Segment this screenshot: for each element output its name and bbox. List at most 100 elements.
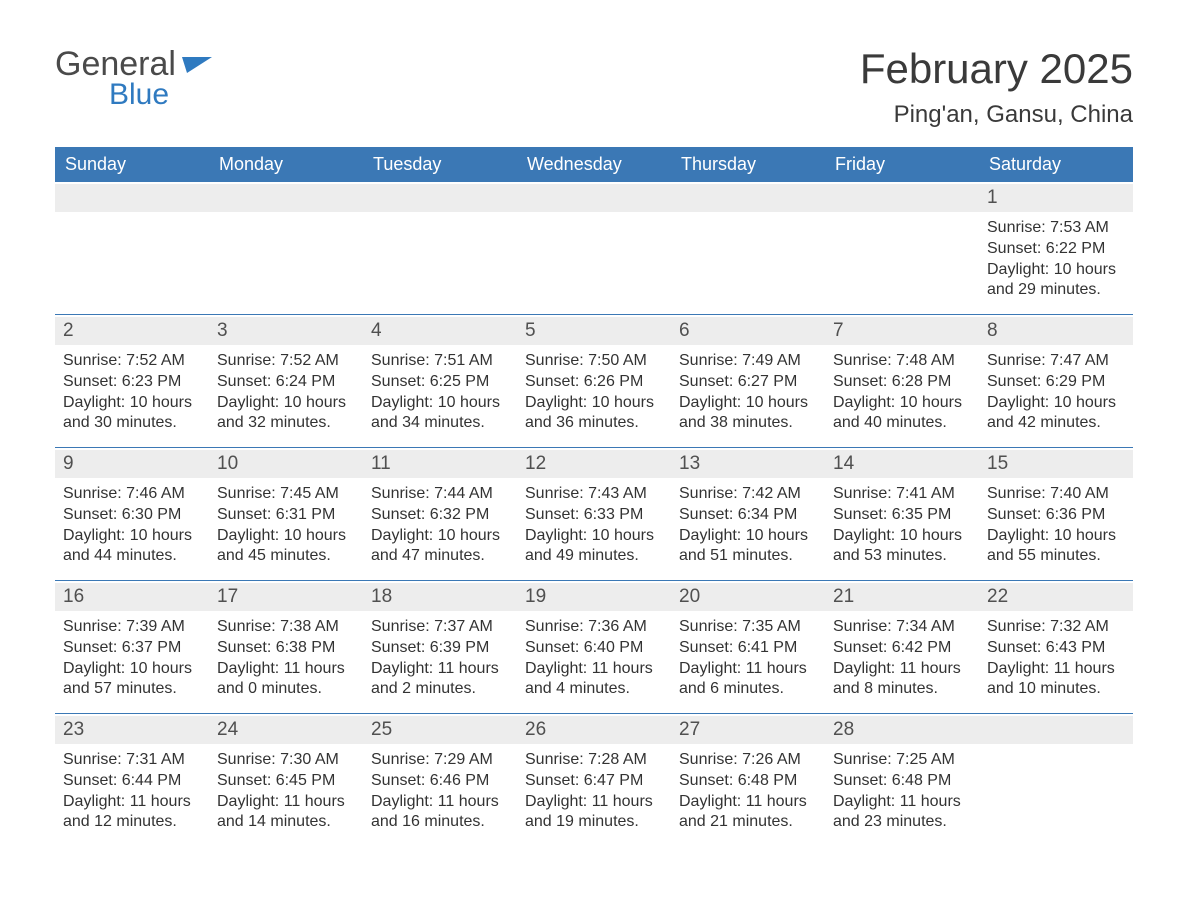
sunrise-text: Sunrise: 7:25 AM [833, 750, 971, 771]
day-number [979, 716, 1133, 744]
day-details [363, 212, 517, 228]
sunrise-text: Sunrise: 7:31 AM [63, 750, 201, 771]
calendar-week: 23Sunrise: 7:31 AMSunset: 6:44 PMDayligh… [55, 714, 1133, 846]
day-number: 10 [209, 450, 363, 478]
day-details: Sunrise: 7:36 AMSunset: 6:40 PMDaylight:… [517, 611, 671, 710]
calendar-day: 17Sunrise: 7:38 AMSunset: 6:38 PMDayligh… [209, 583, 363, 713]
day-details: Sunrise: 7:37 AMSunset: 6:39 PMDaylight:… [363, 611, 517, 710]
sunrise-text: Sunrise: 7:36 AM [525, 617, 663, 638]
day-number: 23 [55, 716, 209, 744]
calendar-day: 3Sunrise: 7:52 AMSunset: 6:24 PMDaylight… [209, 317, 363, 447]
daylight-text: Daylight: 11 hours and 21 minutes. [679, 792, 817, 834]
logo-flag-icon [182, 55, 212, 80]
day-number: 26 [517, 716, 671, 744]
sunrise-text: Sunrise: 7:40 AM [987, 484, 1125, 505]
sunrise-text: Sunrise: 7:34 AM [833, 617, 971, 638]
daylight-text: Daylight: 10 hours and 45 minutes. [217, 526, 355, 568]
daylight-text: Daylight: 10 hours and 49 minutes. [525, 526, 663, 568]
sunset-text: Sunset: 6:26 PM [525, 372, 663, 393]
sunrise-text: Sunrise: 7:52 AM [217, 351, 355, 372]
weekday-header: Tuesday [363, 147, 517, 182]
sunset-text: Sunset: 6:29 PM [987, 372, 1125, 393]
sunrise-text: Sunrise: 7:38 AM [217, 617, 355, 638]
calendar-day: 22Sunrise: 7:32 AMSunset: 6:43 PMDayligh… [979, 583, 1133, 713]
calendar-day [825, 184, 979, 314]
day-details: Sunrise: 7:49 AMSunset: 6:27 PMDaylight:… [671, 345, 825, 444]
calendar-day: 27Sunrise: 7:26 AMSunset: 6:48 PMDayligh… [671, 716, 825, 846]
weekday-header: Thursday [671, 147, 825, 182]
daylight-text: Daylight: 10 hours and 42 minutes. [987, 393, 1125, 435]
daylight-text: Daylight: 10 hours and 36 minutes. [525, 393, 663, 435]
day-number: 7 [825, 317, 979, 345]
calendar-week: 2Sunrise: 7:52 AMSunset: 6:23 PMDaylight… [55, 315, 1133, 448]
daylight-text: Daylight: 10 hours and 57 minutes. [63, 659, 201, 701]
sunset-text: Sunset: 6:43 PM [987, 638, 1125, 659]
day-details [979, 744, 1133, 760]
day-details: Sunrise: 7:53 AMSunset: 6:22 PMDaylight:… [979, 212, 1133, 311]
calendar-day: 4Sunrise: 7:51 AMSunset: 6:25 PMDaylight… [363, 317, 517, 447]
sunset-text: Sunset: 6:22 PM [987, 239, 1125, 260]
weekday-header-row: SundayMondayTuesdayWednesdayThursdayFrid… [55, 147, 1133, 182]
calendar-day: 7Sunrise: 7:48 AMSunset: 6:28 PMDaylight… [825, 317, 979, 447]
day-number: 1 [979, 184, 1133, 212]
calendar-day [55, 184, 209, 314]
location-text: Ping'an, Gansu, China [860, 101, 1133, 129]
calendar-day: 10Sunrise: 7:45 AMSunset: 6:31 PMDayligh… [209, 450, 363, 580]
day-number: 6 [671, 317, 825, 345]
sunrise-text: Sunrise: 7:39 AM [63, 617, 201, 638]
sunset-text: Sunset: 6:42 PM [833, 638, 971, 659]
weekday-header: Saturday [979, 147, 1133, 182]
daylight-text: Daylight: 10 hours and 53 minutes. [833, 526, 971, 568]
weekday-header: Wednesday [517, 147, 671, 182]
day-details [517, 212, 671, 228]
sunrise-text: Sunrise: 7:35 AM [679, 617, 817, 638]
sunrise-text: Sunrise: 7:44 AM [371, 484, 509, 505]
calendar-day: 6Sunrise: 7:49 AMSunset: 6:27 PMDaylight… [671, 317, 825, 447]
sunrise-text: Sunrise: 7:30 AM [217, 750, 355, 771]
sunset-text: Sunset: 6:24 PM [217, 372, 355, 393]
calendar: SundayMondayTuesdayWednesdayThursdayFrid… [55, 147, 1133, 846]
daylight-text: Daylight: 10 hours and 30 minutes. [63, 393, 201, 435]
logo: General Blue [55, 45, 212, 112]
sunset-text: Sunset: 6:33 PM [525, 505, 663, 526]
day-details: Sunrise: 7:26 AMSunset: 6:48 PMDaylight:… [671, 744, 825, 843]
daylight-text: Daylight: 11 hours and 19 minutes. [525, 792, 663, 834]
day-number: 27 [671, 716, 825, 744]
day-details: Sunrise: 7:45 AMSunset: 6:31 PMDaylight:… [209, 478, 363, 577]
day-details: Sunrise: 7:46 AMSunset: 6:30 PMDaylight:… [55, 478, 209, 577]
daylight-text: Daylight: 10 hours and 51 minutes. [679, 526, 817, 568]
calendar-day: 24Sunrise: 7:30 AMSunset: 6:45 PMDayligh… [209, 716, 363, 846]
calendar-day: 16Sunrise: 7:39 AMSunset: 6:37 PMDayligh… [55, 583, 209, 713]
sunset-text: Sunset: 6:31 PM [217, 505, 355, 526]
calendar-week: 9Sunrise: 7:46 AMSunset: 6:30 PMDaylight… [55, 448, 1133, 581]
sunrise-text: Sunrise: 7:42 AM [679, 484, 817, 505]
day-details: Sunrise: 7:43 AMSunset: 6:33 PMDaylight:… [517, 478, 671, 577]
day-number: 12 [517, 450, 671, 478]
day-number: 13 [671, 450, 825, 478]
calendar-day: 14Sunrise: 7:41 AMSunset: 6:35 PMDayligh… [825, 450, 979, 580]
daylight-text: Daylight: 11 hours and 8 minutes. [833, 659, 971, 701]
day-details: Sunrise: 7:51 AMSunset: 6:25 PMDaylight:… [363, 345, 517, 444]
day-number: 28 [825, 716, 979, 744]
sunrise-text: Sunrise: 7:43 AM [525, 484, 663, 505]
day-number [209, 184, 363, 212]
day-number [55, 184, 209, 212]
daylight-text: Daylight: 10 hours and 29 minutes. [987, 260, 1125, 302]
daylight-text: Daylight: 10 hours and 32 minutes. [217, 393, 355, 435]
day-number: 20 [671, 583, 825, 611]
sunrise-text: Sunrise: 7:32 AM [987, 617, 1125, 638]
day-number [517, 184, 671, 212]
calendar-day: 28Sunrise: 7:25 AMSunset: 6:48 PMDayligh… [825, 716, 979, 846]
day-details: Sunrise: 7:44 AMSunset: 6:32 PMDaylight:… [363, 478, 517, 577]
sunrise-text: Sunrise: 7:45 AM [217, 484, 355, 505]
daylight-text: Daylight: 10 hours and 40 minutes. [833, 393, 971, 435]
day-details [825, 212, 979, 228]
sunrise-text: Sunrise: 7:52 AM [63, 351, 201, 372]
day-number: 25 [363, 716, 517, 744]
day-number [671, 184, 825, 212]
calendar-day: 18Sunrise: 7:37 AMSunset: 6:39 PMDayligh… [363, 583, 517, 713]
day-details [209, 212, 363, 228]
sunset-text: Sunset: 6:46 PM [371, 771, 509, 792]
day-details: Sunrise: 7:30 AMSunset: 6:45 PMDaylight:… [209, 744, 363, 843]
sunset-text: Sunset: 6:39 PM [371, 638, 509, 659]
